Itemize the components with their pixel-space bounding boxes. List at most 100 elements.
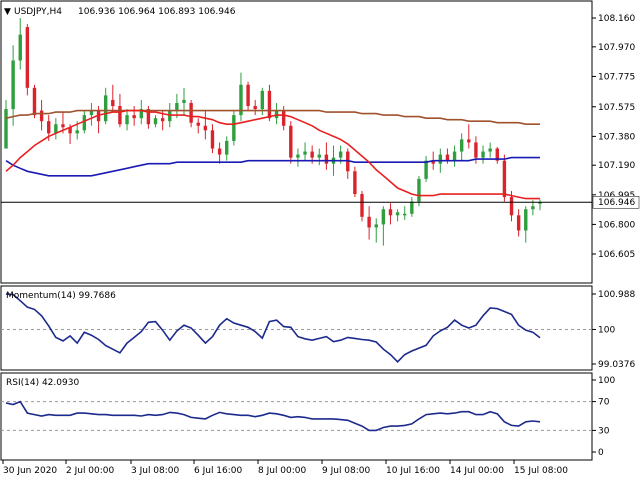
candle-body [310, 151, 314, 158]
candle-body [217, 148, 222, 155]
rsi-tick-label: 100 [598, 376, 615, 386]
candle-body [118, 106, 122, 125]
candle-body [253, 106, 257, 110]
ma-slow-line [5, 109, 540, 125]
candle-body [75, 130, 79, 134]
candle-body [132, 115, 136, 119]
rsi-line [5, 400, 541, 432]
candle-body [303, 151, 307, 155]
candle-body [239, 84, 243, 116]
price-tick-label: 107.970 [598, 43, 635, 53]
rsi-label: RSI(14) 42.0930 [6, 378, 79, 388]
candle-body [175, 102, 179, 111]
time-tick-label: 2 Jul 00:00 [66, 466, 115, 476]
candle-body [18, 34, 22, 61]
momentum-panel [0, 285, 593, 371]
momentum-tick-label: 100.988 [598, 290, 635, 300]
time-tick-label: 30 Jun 2020 [3, 466, 57, 476]
candle-body [246, 84, 250, 107]
candle-body [54, 124, 58, 134]
candle-body [125, 115, 129, 125]
price-tick-label: 107.380 [598, 132, 635, 142]
candle-body [296, 154, 300, 158]
candle-body [32, 87, 37, 116]
time-tick-label: 8 Jul 00:00 [258, 466, 307, 476]
candle-body [488, 148, 492, 152]
candle-body [353, 171, 357, 195]
candle-body [524, 209, 528, 231]
time-tick-label: 3 Jul 08:00 [131, 466, 180, 476]
candle-body [25, 27, 30, 88]
price-tick-label: 106.605 [598, 250, 635, 260]
symbol-label: USDJPY,H4 [14, 7, 62, 17]
candle-body [281, 110, 286, 126]
candle-body [381, 209, 386, 225]
candle-body [47, 121, 51, 134]
candle-body [11, 60, 15, 110]
time-tick-label: 9 Jul 08:00 [322, 466, 371, 476]
candle-body [374, 224, 378, 228]
candle-body [388, 209, 393, 216]
current-price-box [592, 195, 640, 209]
main-panel [0, 0, 593, 284]
momentum-line [5, 293, 541, 363]
time-tick-label: 6 Jul 16:00 [194, 466, 243, 476]
candle-body [516, 215, 521, 231]
time-tick-label: 10 Jul 16:00 [386, 466, 440, 476]
price-tick-label: 107.575 [598, 103, 635, 113]
time-tick-label: 14 Jul 00:00 [450, 466, 504, 476]
price-tick-label: 107.190 [598, 161, 635, 171]
candle-body [160, 118, 165, 122]
ma-mid-line [5, 156, 540, 177]
price-tick-label: 106.800 [598, 220, 635, 230]
candle-body [509, 197, 514, 216]
candle-body [196, 122, 200, 126]
momentum-tick-label: 100 [598, 325, 615, 335]
candle-body [210, 130, 215, 149]
candle-body [459, 139, 464, 152]
candle-body [495, 148, 499, 161]
candle-body [203, 125, 208, 131]
momentum-label: Momentum(14) 99.7686 [6, 291, 116, 301]
candle-body [395, 212, 400, 216]
candle-body [481, 151, 485, 158]
candle-body [410, 201, 414, 214]
candle-body [4, 109, 8, 149]
candle-body [467, 139, 471, 143]
candle-body [417, 178, 421, 202]
candle-body [153, 118, 158, 125]
candle-body [338, 151, 343, 158]
candles-layer [4, 18, 542, 246]
candle-body [232, 115, 236, 141]
candle-body [403, 213, 407, 216]
candle-body [68, 127, 72, 134]
dropdown-arrow-icon[interactable]: ▼ [4, 7, 11, 17]
candle-body [367, 216, 371, 228]
candle-body [424, 160, 428, 179]
candle-body [289, 125, 293, 158]
ma-fast-line [5, 109, 540, 200]
candle-body [431, 160, 435, 164]
ohlc-label: 106.936 106.964 106.893 106.946 [78, 7, 236, 17]
price-tick-label: 108.160 [598, 14, 635, 24]
price-tick-label: 106.995 [598, 191, 635, 201]
candle-body [502, 160, 507, 198]
candle-body [182, 99, 186, 103]
candle-body [189, 102, 193, 123]
candle-body [111, 99, 115, 107]
candle-body [39, 110, 44, 122]
candle-body [317, 154, 321, 158]
candle-body [538, 202, 542, 204]
rsi-tick-label: 0 [598, 448, 604, 458]
candle-body [531, 206, 535, 210]
candle-body [324, 154, 329, 164]
moving-averages-layer [5, 109, 540, 200]
candle-body [139, 109, 143, 119]
rsi-tick-label: 30 [598, 426, 610, 436]
candle-body [267, 90, 272, 119]
momentum-tick-label: 99.0376 [598, 360, 635, 370]
candle-body [82, 115, 87, 131]
candle-body [103, 95, 108, 122]
candle-body [225, 140, 229, 155]
